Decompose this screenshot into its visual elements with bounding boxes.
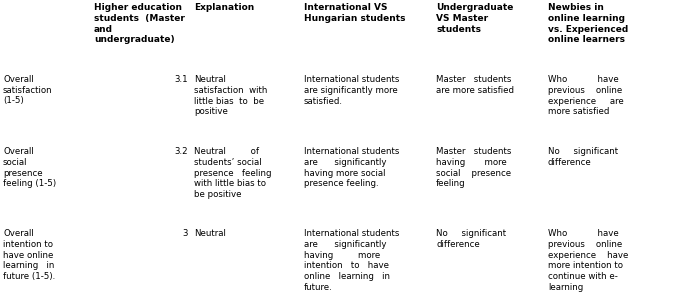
Text: Neutral         of
students’ social
presence   feeling
with little bias to
be po: Neutral of students’ social presence fee… (194, 147, 272, 199)
Text: Who           have
previous    online
experience    have
more intention to
conti: Who have previous online experience have… (548, 229, 628, 292)
Text: International students
are significantly more
satisfied.: International students are significantly… (304, 75, 400, 105)
Text: Higher education
students  (Master
and
undergraduate): Higher education students (Master and un… (94, 3, 185, 44)
Text: Newbies in
online learning
vs. Experienced
online learners: Newbies in online learning vs. Experienc… (548, 3, 628, 44)
Text: No     significant
difference: No significant difference (548, 147, 618, 167)
Text: Who           have
previous    online
experience     are
more satisfied: Who have previous online experience are … (548, 75, 624, 116)
Text: Overall
intention to
have online
learning   in
future (1-5).: Overall intention to have online learnin… (3, 229, 55, 281)
Text: International students
are      significantly
having more social
presence feelin: International students are significantly… (304, 147, 400, 188)
Text: Neutral
satisfaction  with
little bias  to  be
positive: Neutral satisfaction with little bias to… (194, 75, 267, 116)
Text: 3: 3 (182, 229, 188, 238)
Text: Overall
social
presence
feeling (1-5): Overall social presence feeling (1-5) (3, 147, 56, 188)
Text: Overall
satisfaction
(1-5): Overall satisfaction (1-5) (3, 75, 53, 105)
Text: 3.1: 3.1 (174, 75, 188, 84)
Text: Master   students
are more satisfied: Master students are more satisfied (436, 75, 514, 95)
Text: Master   students
having       more
social    presence
feeling: Master students having more social prese… (436, 147, 512, 188)
Text: 3.2: 3.2 (174, 147, 188, 156)
Text: Neutral: Neutral (194, 229, 226, 238)
Text: International students
are      significantly
having         more
intention   to: International students are significantly… (304, 229, 400, 292)
Text: Undergraduate
VS Master
students: Undergraduate VS Master students (436, 3, 514, 33)
Text: Explanation: Explanation (194, 3, 254, 12)
Text: International VS
Hungarian students: International VS Hungarian students (304, 3, 406, 23)
Text: No     significant
difference: No significant difference (436, 229, 506, 249)
